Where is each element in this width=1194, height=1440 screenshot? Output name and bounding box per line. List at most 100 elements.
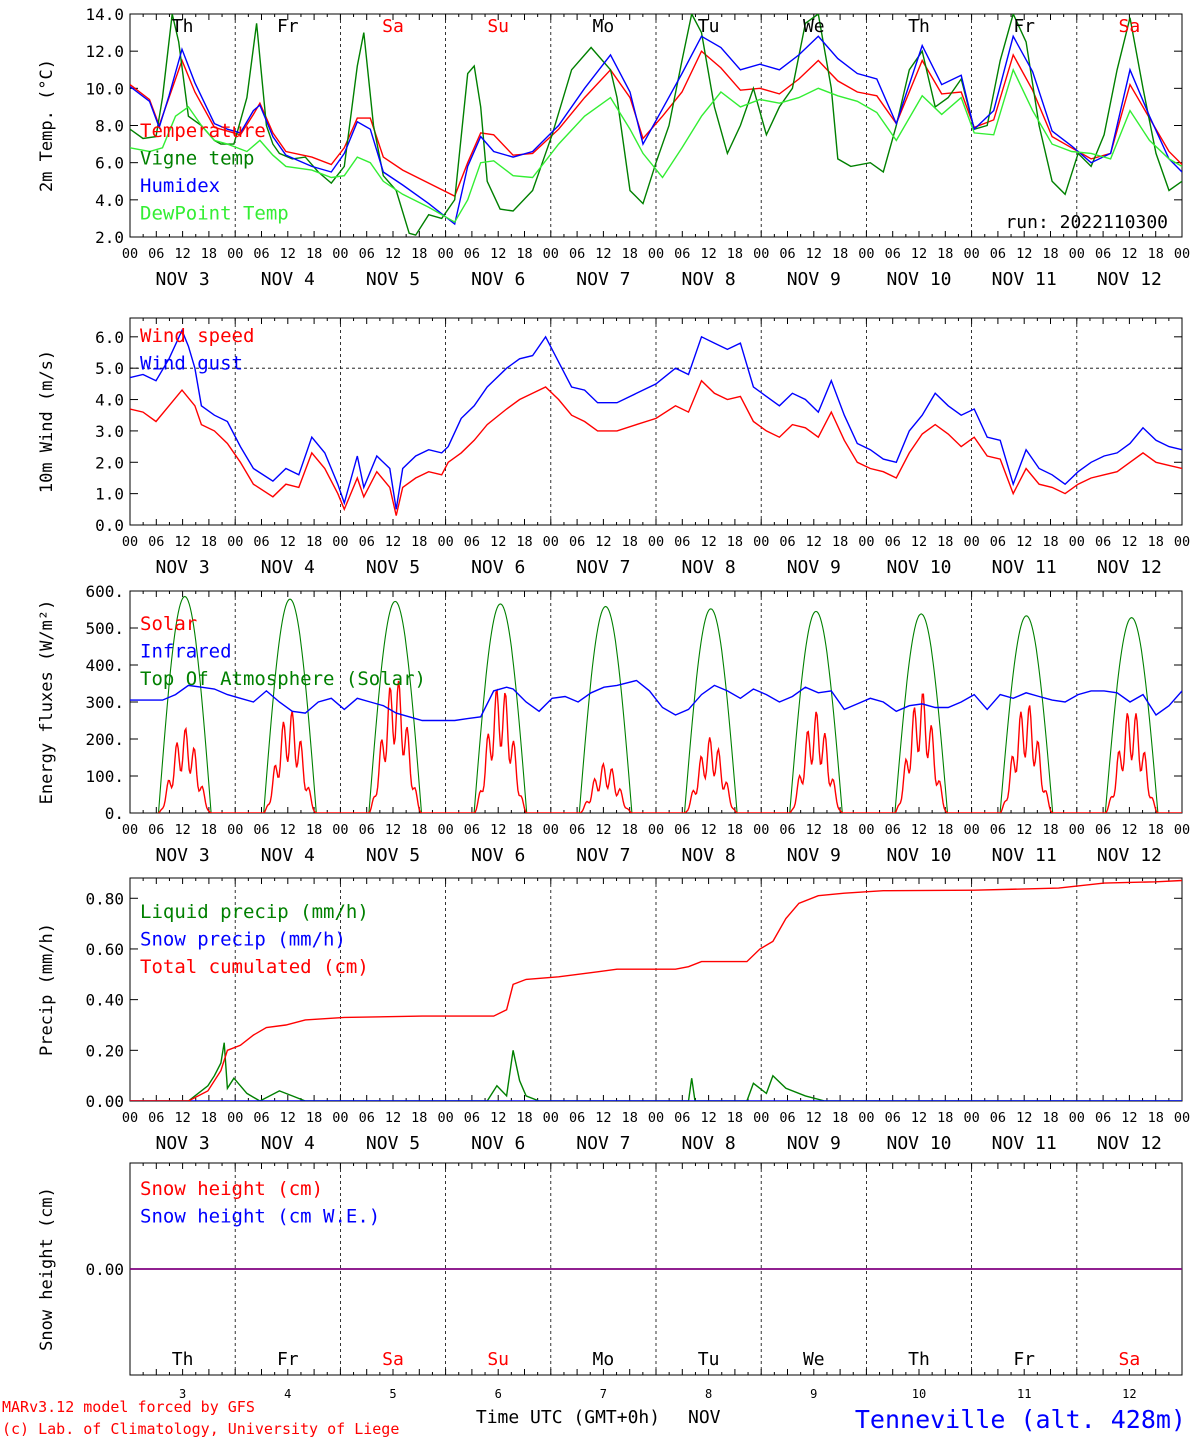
hour-label: 00 bbox=[437, 246, 453, 262]
y-tick-label: 8.0 bbox=[95, 117, 124, 136]
hour-label: 06 bbox=[148, 1110, 164, 1126]
date-label: NOV 5 bbox=[366, 845, 420, 866]
date-label: NOV 6 bbox=[471, 845, 525, 866]
day-name-top: Su bbox=[487, 16, 509, 37]
hour-label: 00 bbox=[858, 1110, 874, 1126]
hour-label: 12 bbox=[1121, 1110, 1137, 1126]
hour-label: 00 bbox=[648, 1110, 664, 1126]
hour-label: 12 bbox=[911, 1110, 927, 1126]
hour-label: 06 bbox=[885, 246, 901, 262]
hour-label: 18 bbox=[622, 246, 638, 262]
day-number: 6 bbox=[495, 1387, 502, 1401]
date-label: NOV 3 bbox=[156, 1133, 210, 1154]
hour-label: 12 bbox=[700, 246, 716, 262]
hour-label: 12 bbox=[595, 1110, 611, 1126]
hour-label: 06 bbox=[779, 1110, 795, 1126]
y-tick-label: 0.40 bbox=[85, 991, 124, 1010]
hour-label: 12 bbox=[490, 1110, 506, 1126]
y-tick-label: 3.0 bbox=[95, 422, 124, 441]
hour-label: 00 bbox=[332, 246, 348, 262]
hour-label: 00 bbox=[122, 822, 138, 838]
hour-label: 00 bbox=[963, 246, 979, 262]
hour-label: 00 bbox=[543, 534, 559, 550]
hour-label: 06 bbox=[779, 534, 795, 550]
hour-label: 00 bbox=[648, 534, 664, 550]
date-label: NOV 8 bbox=[682, 1133, 736, 1154]
hour-label: 00 bbox=[753, 534, 769, 550]
hour-label: 06 bbox=[464, 246, 480, 262]
hour-label: 18 bbox=[727, 534, 743, 550]
hour-label: 00 bbox=[1069, 1110, 1085, 1126]
date-label: NOV 6 bbox=[471, 269, 525, 290]
hour-label: 00 bbox=[1174, 822, 1190, 838]
day-name-bottom: Sa bbox=[382, 1349, 404, 1370]
date-label: NOV 4 bbox=[261, 845, 315, 866]
hour-label: 00 bbox=[543, 246, 559, 262]
hour-label: 18 bbox=[727, 822, 743, 838]
hour-label: 18 bbox=[306, 822, 322, 838]
hour-label: 00 bbox=[122, 1110, 138, 1126]
hour-label: 18 bbox=[1148, 246, 1164, 262]
date-label: NOV 11 bbox=[992, 557, 1057, 578]
hour-label: 12 bbox=[385, 1110, 401, 1126]
y-tick-label: 2.0 bbox=[95, 228, 124, 247]
hour-label: 00 bbox=[858, 246, 874, 262]
hour-label: 18 bbox=[1148, 822, 1164, 838]
hour-label: 12 bbox=[280, 822, 296, 838]
hour-label: 12 bbox=[595, 822, 611, 838]
series-line bbox=[130, 379, 1182, 516]
hour-label: 12 bbox=[1016, 822, 1032, 838]
day-name-top: Tu bbox=[698, 16, 720, 37]
day-number: 9 bbox=[810, 1387, 817, 1401]
hour-label: 12 bbox=[174, 822, 190, 838]
day-name-top: Mo bbox=[593, 16, 615, 37]
panel-3: 0. 100. 200. 300. 400. 500. 600. Energy fluxes … bbox=[37, 582, 1190, 866]
hour-label: 12 bbox=[280, 534, 296, 550]
hour-label: 18 bbox=[306, 1110, 322, 1126]
date-label: NOV 10 bbox=[886, 557, 951, 578]
hour-label: 18 bbox=[411, 534, 427, 550]
hour-label: 06 bbox=[464, 1110, 480, 1126]
y-tick-label: 400. bbox=[85, 656, 124, 675]
date-label: NOV 7 bbox=[576, 557, 630, 578]
hour-label: 06 bbox=[148, 534, 164, 550]
day-name-top: Sa bbox=[1119, 16, 1141, 37]
hour-label: 00 bbox=[963, 822, 979, 838]
day-name-bottom: Fr bbox=[277, 1349, 299, 1370]
legend-entry: Humidex bbox=[140, 175, 220, 197]
hour-label: 12 bbox=[280, 1110, 296, 1126]
hour-label: 12 bbox=[1121, 534, 1137, 550]
hour-label: 06 bbox=[1095, 534, 1111, 550]
date-label: NOV 12 bbox=[1097, 845, 1162, 866]
date-label: NOV 9 bbox=[787, 557, 841, 578]
day-name-top: Sa bbox=[382, 16, 404, 37]
hour-label: 18 bbox=[516, 1110, 532, 1126]
legend-entry: Vigne temp bbox=[140, 148, 254, 170]
day-name-bottom: We bbox=[803, 1349, 825, 1370]
date-label: NOV 8 bbox=[682, 845, 736, 866]
hour-label: 00 bbox=[858, 534, 874, 550]
hour-label: 06 bbox=[253, 246, 269, 262]
hour-label: 18 bbox=[832, 1110, 848, 1126]
hour-label: 18 bbox=[1148, 534, 1164, 550]
legend-entry: Temperature bbox=[140, 120, 266, 142]
date-label: NOV 7 bbox=[576, 845, 630, 866]
hour-label: 18 bbox=[937, 246, 953, 262]
hour-label: 18 bbox=[937, 1110, 953, 1126]
y-tick-label: 6.0 bbox=[95, 154, 124, 173]
plot-area bbox=[130, 595, 1182, 813]
hour-label: 00 bbox=[1174, 1110, 1190, 1126]
hour-label: 18 bbox=[201, 1110, 217, 1126]
hour-label: 18 bbox=[937, 534, 953, 550]
hour-label: 18 bbox=[201, 822, 217, 838]
day-name-top: We bbox=[803, 16, 825, 37]
hour-label: 06 bbox=[569, 1110, 585, 1126]
hour-label: 00 bbox=[1174, 246, 1190, 262]
hour-label: 00 bbox=[227, 822, 243, 838]
legend-entry: Total cumulated (cm) bbox=[140, 956, 369, 978]
hour-label: 00 bbox=[963, 1110, 979, 1126]
panel-5: 0.00 Snow height (cm) Snow height (cm) Snow… bbox=[37, 1162, 1183, 1376]
hour-label: 12 bbox=[595, 534, 611, 550]
hour-label: 12 bbox=[385, 246, 401, 262]
series-line bbox=[130, 14, 1182, 236]
